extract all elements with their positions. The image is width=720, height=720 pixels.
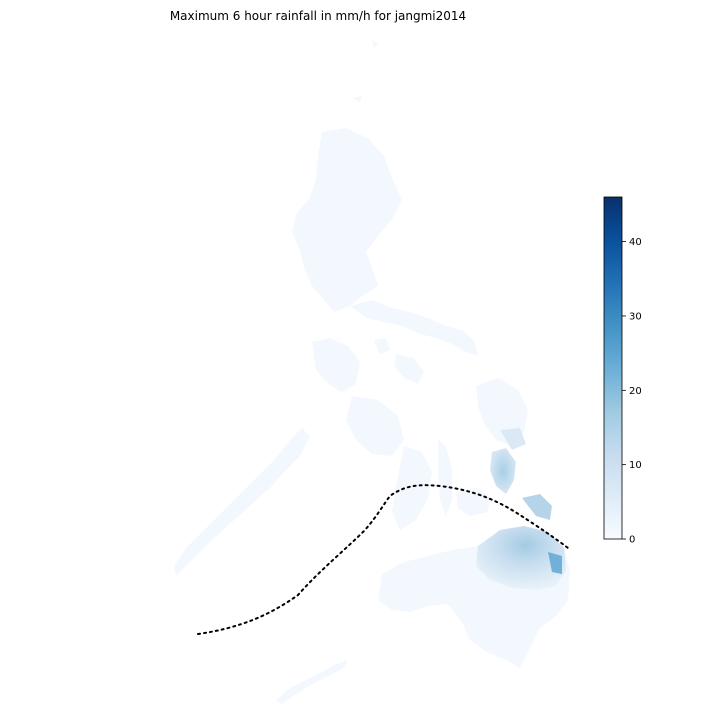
map-title: Maximum 6 hour rainfall in mm/h for jang… [169, 9, 467, 23]
babuyan-islands [352, 96, 362, 102]
colorbar-tick-label: 20 [629, 386, 642, 397]
batanes-islands [372, 40, 378, 48]
storm-track [197, 484, 569, 635]
colorbar-tick-label: 10 [629, 460, 642, 471]
samar-south-rain-region [500, 428, 526, 450]
colorbar: 0 10 20 30 40 [603, 196, 642, 546]
cebu-island [438, 440, 452, 516]
mindanao-northeast-rain-region [476, 526, 566, 590]
colorbar-tick-label: 30 [629, 311, 642, 322]
colorbar-ticks: 0 10 20 30 40 [622, 237, 642, 546]
dinagat-siargao-rain-region [522, 494, 552, 520]
leyte-rain-region [490, 448, 516, 494]
colorbar-tick-label: 0 [629, 535, 635, 546]
masbate-island [394, 354, 424, 384]
panay-island [346, 396, 404, 456]
mindanao-peak-rain-region [548, 552, 562, 574]
rainfall-overlay [476, 428, 566, 590]
sulu-islands [276, 660, 348, 704]
philippines-land [174, 40, 570, 704]
palawan-island [174, 428, 310, 576]
colorbar-gradient [603, 196, 623, 540]
luzon-island [292, 128, 402, 312]
marinduque-island [374, 338, 390, 354]
bicol-peninsula [350, 300, 478, 356]
negros-island [392, 446, 432, 530]
mindoro-island [312, 338, 360, 392]
colorbar-tick-label: 40 [629, 237, 642, 248]
